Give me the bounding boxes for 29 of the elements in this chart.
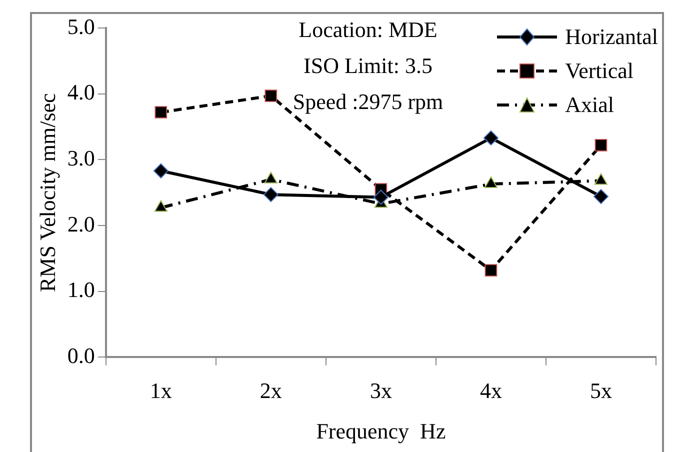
point: [594, 139, 608, 152]
legend-label: Vertical: [565, 57, 634, 85]
legend-label: Axial: [565, 91, 614, 119]
legend-label: Horizantal: [565, 23, 658, 51]
point: [373, 190, 388, 205]
x-axis-title: Frequency Hz: [316, 418, 446, 444]
point: [484, 264, 498, 276]
point: [264, 90, 278, 102]
y-tick-label: 3.0: [67, 145, 95, 170]
point: [593, 189, 608, 204]
y-tick-label: 1.0: [67, 277, 95, 302]
annotation: Speed :2975 rpm: [292, 88, 444, 114]
point: [154, 106, 168, 118]
y-tick-label: 5.0: [67, 14, 95, 39]
x-tick-label: 5x: [590, 378, 612, 404]
x-tick-label: 2x: [260, 378, 282, 404]
x-tick-label: 3x: [370, 378, 392, 404]
point: [263, 187, 278, 202]
point: [153, 163, 168, 178]
point: [483, 130, 498, 146]
annotation: ISO Limit: 3.5: [304, 52, 432, 78]
x-tick-label: 1x: [150, 378, 172, 404]
y-tick-label: 4.0: [67, 80, 95, 105]
y-tick-label: 2.0: [67, 211, 95, 236]
y-tick-label: 0.0: [67, 342, 95, 368]
point: [484, 176, 498, 188]
annotation: Location: MDE: [298, 16, 438, 42]
y-axis-title: RMS Velocity mm/sec: [34, 92, 60, 292]
x-tick-label: 4x: [480, 378, 502, 404]
